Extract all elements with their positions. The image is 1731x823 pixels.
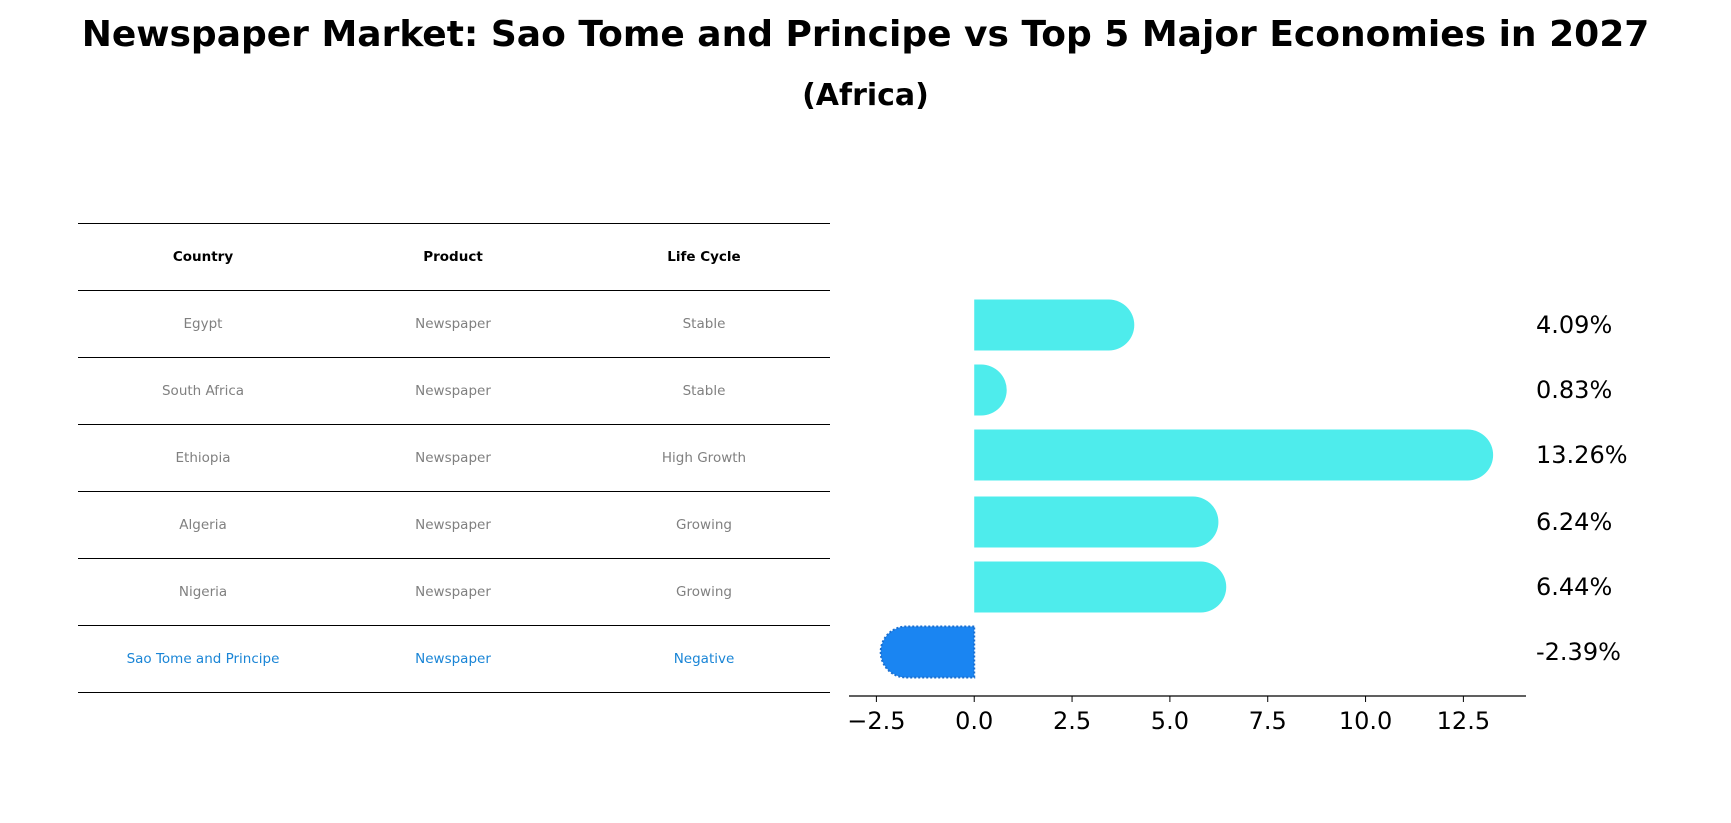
cell-product: Newspaper — [328, 424, 578, 492]
cell-product: Newspaper — [328, 357, 578, 425]
cell-life-cycle: Growing — [578, 558, 830, 626]
cell-country: Algeria — [78, 491, 328, 559]
cell-country: Egypt — [78, 290, 328, 358]
table-row: Egypt Newspaper Stable — [78, 290, 830, 358]
header-country: Country — [78, 223, 328, 291]
value-label: 13.26% — [1536, 441, 1628, 469]
value-label: -2.39% — [1536, 638, 1621, 666]
bar-4 — [974, 561, 1227, 613]
x-tick-label: 2.5 — [1053, 707, 1091, 735]
x-tick-label: −2.5 — [847, 707, 905, 735]
bar-2 — [974, 429, 1494, 481]
bar-shape — [974, 364, 1007, 416]
table-row: Nigeria Newspaper Growing — [78, 558, 830, 626]
bar-3 — [974, 496, 1219, 548]
table-row: South Africa Newspaper Stable — [78, 357, 830, 425]
cell-product: Newspaper — [328, 290, 578, 358]
table-row: Ethiopia Newspaper High Growth — [78, 424, 830, 492]
bar-shape — [974, 429, 1494, 481]
bar-5 — [879, 625, 976, 679]
x-tick-label: 7.5 — [1249, 707, 1287, 735]
cell-product: Newspaper — [328, 558, 578, 626]
bar-0 — [974, 299, 1135, 351]
x-tick-label: 12.5 — [1437, 707, 1490, 735]
chart-subtitle: (Africa) — [802, 78, 929, 113]
x-tick-label: 0.0 — [955, 707, 993, 735]
cell-product: Newspaper — [328, 625, 578, 693]
value-label: 4.09% — [1536, 311, 1612, 339]
x-tick-label: 5.0 — [1151, 707, 1189, 735]
table-row-highlight: Sao Tome and Principe Newspaper Negative — [78, 625, 830, 693]
cell-country: Nigeria — [78, 558, 328, 626]
cell-life-cycle: Stable — [578, 290, 830, 358]
table-row: Algeria Newspaper Growing — [78, 491, 830, 559]
bar-shape — [879, 625, 976, 679]
header-life-cycle: Life Cycle — [578, 223, 830, 291]
cell-life-cycle: High Growth — [578, 424, 830, 492]
x-tick-label: 10.0 — [1339, 707, 1392, 735]
cell-country: Sao Tome and Principe — [78, 625, 328, 693]
bar-1 — [974, 364, 1007, 416]
bar-shape — [974, 496, 1219, 548]
value-label: 6.24% — [1536, 508, 1612, 536]
cell-country: South Africa — [78, 357, 328, 425]
header-product: Product — [328, 223, 578, 291]
value-label: 6.44% — [1536, 573, 1612, 601]
bar-shape — [974, 561, 1227, 613]
bar-shape — [974, 299, 1135, 351]
table-header-row: Country Product Life Cycle — [78, 223, 830, 291]
market-table: Country Product Life Cycle Egypt Newspap… — [78, 223, 830, 693]
cell-product: Newspaper — [328, 491, 578, 559]
value-label: 0.83% — [1536, 376, 1612, 404]
cell-life-cycle: Stable — [578, 357, 830, 425]
cell-life-cycle: Negative — [578, 625, 830, 693]
cell-life-cycle: Growing — [578, 491, 830, 559]
chart-title: Newspaper Market: Sao Tome and Principe … — [81, 14, 1650, 55]
cell-country: Ethiopia — [78, 424, 328, 492]
